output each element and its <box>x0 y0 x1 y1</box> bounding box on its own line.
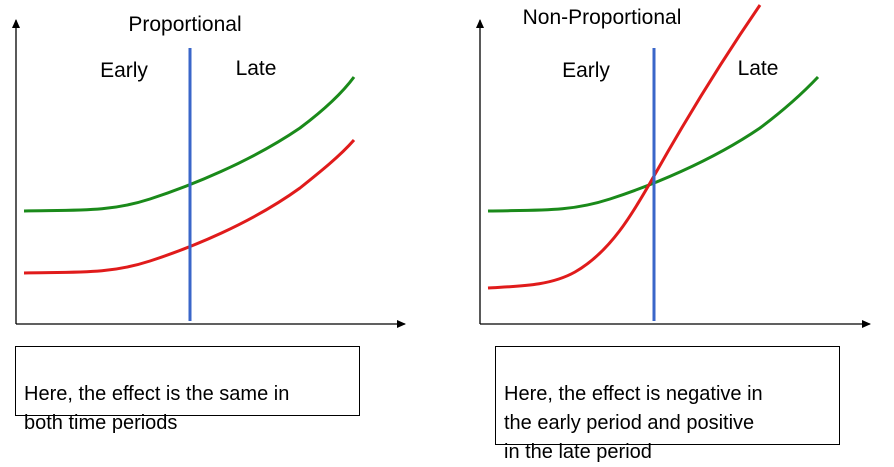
non-proportional-panel: Non-Proportional Early Late <box>476 4 871 328</box>
early-label: Early <box>562 59 610 82</box>
non-proportional-caption-text: Here, the effect is negative in the earl… <box>504 383 763 463</box>
late-label: Late <box>236 57 277 80</box>
proportional-panel: Proportional Early Late <box>12 13 406 328</box>
green-curve <box>23 76 356 213</box>
proportional-caption-text: Here, the effect is the same in both tim… <box>24 383 290 434</box>
red-curve <box>487 4 762 290</box>
red-curve <box>23 139 356 275</box>
non-proportional-caption-box: Here, the effect is negative in the earl… <box>495 346 840 463</box>
proportional-caption-box: Here, the effect is the same in both tim… <box>15 346 360 434</box>
early-label: Early <box>100 59 148 82</box>
panel-title: Proportional <box>128 13 241 36</box>
green-curve <box>487 75 820 213</box>
panel-title: Non-Proportional <box>523 6 682 29</box>
late-label: Late <box>738 57 779 80</box>
